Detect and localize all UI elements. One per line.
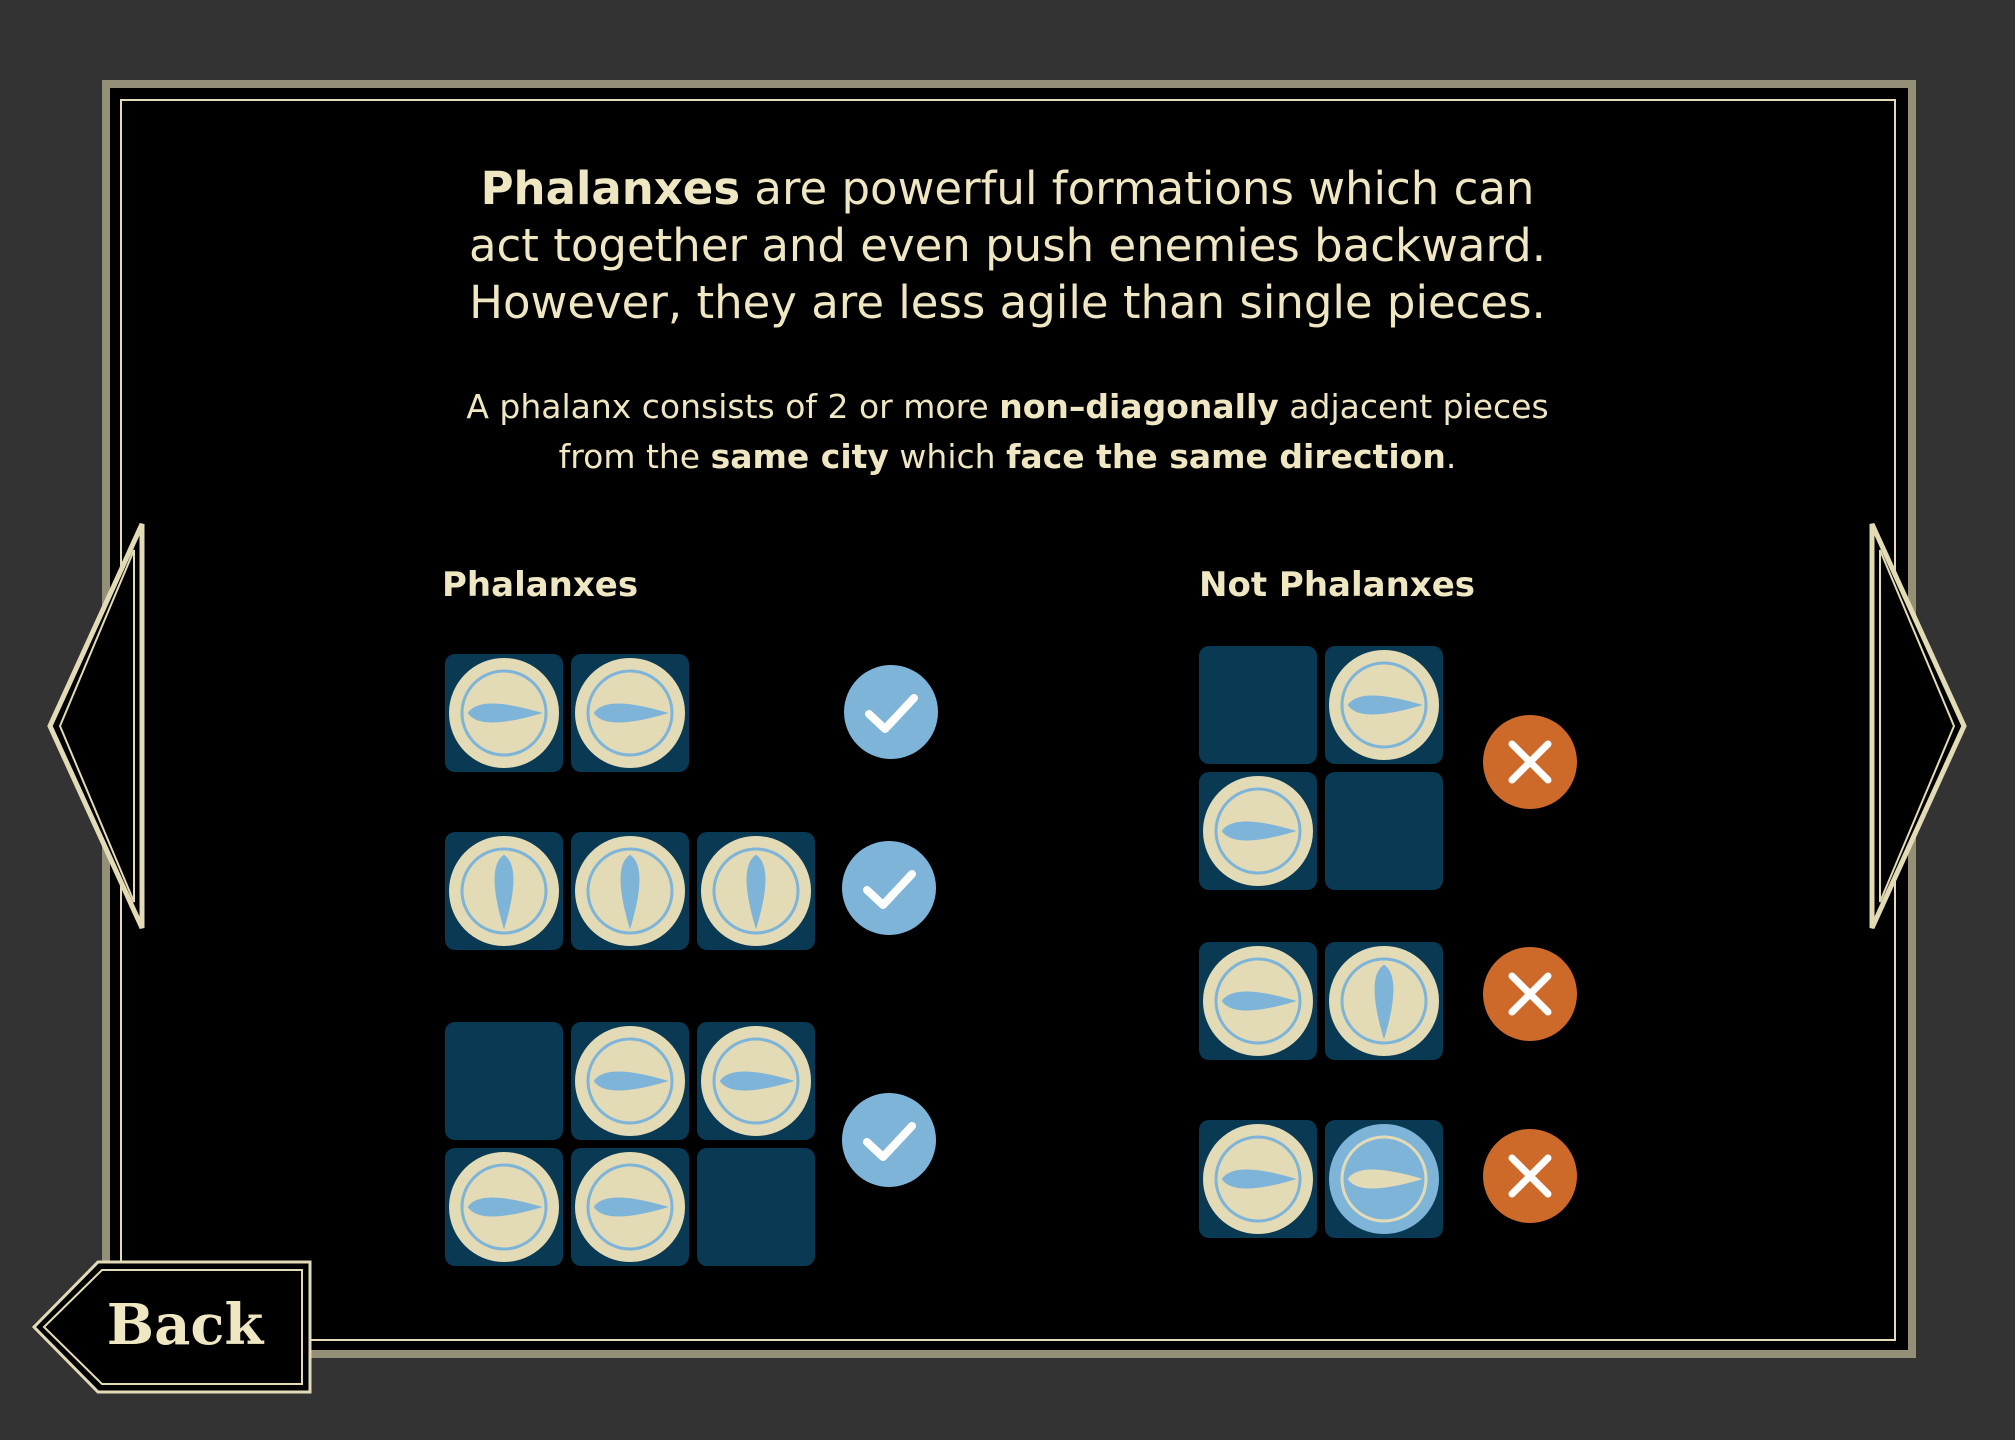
shield-spear-icon xyxy=(1203,776,1313,886)
shield-spear-icon xyxy=(1329,1124,1439,1234)
rule-emphasis: face the same direction xyxy=(1006,437,1446,476)
board-tile xyxy=(1325,772,1443,890)
shield-spear-icon xyxy=(449,836,559,946)
arrow-right-icon[interactable] xyxy=(1868,520,1968,932)
intro-line3: However, they are less agile than single… xyxy=(469,276,1546,329)
cross-icon xyxy=(1483,715,1577,809)
board-tile xyxy=(697,1148,815,1266)
back-button[interactable] xyxy=(32,1260,312,1394)
phalanx-example-3 xyxy=(445,1022,815,1266)
board-tile xyxy=(445,1022,563,1140)
phalanx-example-1 xyxy=(445,654,689,772)
shield-spear-icon xyxy=(449,1152,559,1262)
phalanxes-column-title: Phalanxes xyxy=(442,565,639,605)
board-tile xyxy=(1199,646,1317,764)
rule-part: adjacent pieces xyxy=(1278,387,1549,426)
shield-spear-icon xyxy=(575,1026,685,1136)
shield-spear-icon xyxy=(1329,650,1439,760)
shield-spear-icon xyxy=(575,836,685,946)
checkmark-icon xyxy=(842,841,936,935)
panel-frame xyxy=(102,80,1916,1358)
rule-part: A phalanx consists of 2 or more xyxy=(466,387,1000,426)
not-phalanx-example-1 xyxy=(1199,646,1443,890)
not-phalanxes-column-title: Not Phalanxes xyxy=(1199,565,1476,605)
rule-part: from the xyxy=(558,437,711,476)
not-phalanx-example-2 xyxy=(1199,942,1443,1060)
intro-keyword: Phalanxes xyxy=(480,162,741,215)
checkmark-icon xyxy=(842,1093,936,1187)
shield-spear-icon xyxy=(1203,946,1313,1056)
rule-emphasis: non–diagonally xyxy=(999,387,1279,426)
phalanx-example-2 xyxy=(445,832,815,950)
shield-spear-icon xyxy=(575,1152,685,1262)
shield-spear-icon xyxy=(1203,1124,1313,1234)
rule-part: . xyxy=(1445,437,1457,476)
intro-line2: act together and even push enemies backw… xyxy=(468,219,1547,272)
shield-spear-icon xyxy=(575,658,685,768)
not-phalanx-example-3 xyxy=(1199,1120,1443,1238)
back-button-label[interactable]: Back xyxy=(106,1292,264,1358)
rule-part: which xyxy=(888,437,1007,476)
intro-text: Phalanxes are powerful formations which … xyxy=(320,160,1695,331)
cross-icon xyxy=(1483,1129,1577,1223)
shield-spear-icon xyxy=(1329,946,1439,1056)
shield-spear-icon xyxy=(449,658,559,768)
checkmark-icon xyxy=(844,665,938,759)
shield-spear-icon xyxy=(701,836,811,946)
shield-spear-icon xyxy=(701,1026,811,1136)
rule-text: A phalanx consists of 2 or more non–diag… xyxy=(320,382,1695,482)
intro-line1: are powerful formations which can xyxy=(740,162,1535,215)
arrow-left-icon[interactable] xyxy=(46,520,146,932)
cross-icon xyxy=(1483,947,1577,1041)
rule-emphasis: same city xyxy=(710,437,889,476)
